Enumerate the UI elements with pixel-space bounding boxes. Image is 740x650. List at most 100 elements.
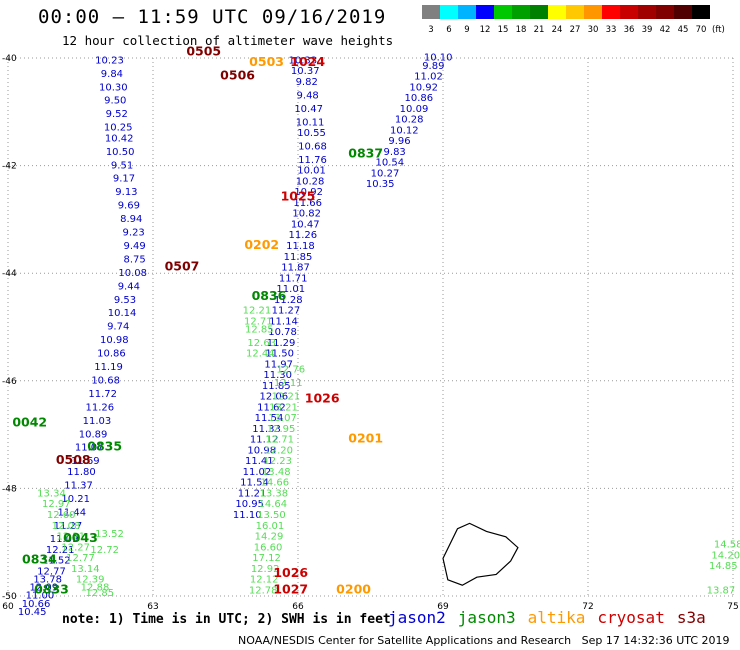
- wave-height-colorbar: 3 6 9 12 15 18 21 24 27 30 33 36 39 42 45 70 (ft): [422, 5, 725, 35]
- colorbar-tick-label: 6: [446, 25, 451, 35]
- colorbar-unit: (ft): [712, 25, 725, 35]
- swh-value-label: 12.06: [260, 392, 289, 403]
- colorbar-swatch: [548, 5, 566, 19]
- colorbar-tick-label: 42: [660, 25, 671, 35]
- swh-value-label: 11.80: [67, 467, 96, 478]
- swh-value-label: 10.89: [79, 429, 108, 440]
- colorbar-tick-label: 12: [480, 25, 491, 35]
- swh-value-label: 12.95: [267, 424, 296, 435]
- swh-value-label: 11.30: [263, 370, 292, 381]
- swh-value-label: 10.55: [297, 128, 326, 139]
- swh-value-label: 10.01: [297, 166, 326, 177]
- swh-value-label: 11.14: [269, 316, 298, 327]
- swh-value-label: 12.09: [29, 583, 58, 594]
- swh-value-label: 11.19: [94, 362, 123, 373]
- pass-time-label: 1025: [281, 189, 316, 204]
- swh-value-label: 11.29: [267, 338, 296, 349]
- swh-value-label: 10.30: [99, 82, 128, 93]
- swh-value-label: 10.14: [108, 308, 137, 319]
- swh-value-label: 16.60: [254, 542, 283, 553]
- island-outline: [442, 522, 519, 586]
- y-tick-label: -48: [2, 484, 17, 494]
- swh-value-label: 14.20: [711, 550, 740, 561]
- colorbar-tick-label: 18: [516, 25, 527, 35]
- swh-value-label: 12.97: [42, 499, 71, 510]
- y-tick-label: -46: [2, 377, 17, 387]
- swh-value-label: 11.07: [75, 443, 104, 454]
- colorbar-swatch: [422, 5, 440, 19]
- pass-time-label: 0505: [186, 43, 221, 58]
- swh-value-label: 11.41: [245, 456, 274, 467]
- swh-value-label: 11.27: [272, 306, 301, 317]
- legend-jason3: jason3: [457, 608, 516, 627]
- swh-value-label: 11.87: [281, 263, 310, 274]
- swh-value-label: 11.33: [252, 424, 281, 435]
- swh-value-label: 10.10: [424, 53, 453, 64]
- swh-value-label: 13.87: [707, 585, 736, 596]
- pass-time-label: 0503: [249, 54, 284, 69]
- swh-value-label: 10.50: [106, 147, 135, 158]
- swh-value-label: 9.53: [114, 295, 136, 306]
- swh-value-label: 11.03: [83, 416, 112, 427]
- swh-value-label: 12.21: [57, 532, 86, 543]
- swh-value-label: 12.21: [46, 545, 75, 556]
- swh-value-label: 13.07: [268, 413, 297, 424]
- colorbar-swatch: [458, 5, 476, 19]
- swh-value-label: 10.27: [371, 168, 400, 179]
- swh-value-label: 9.13: [115, 187, 137, 198]
- colorbar-swatch: [620, 5, 638, 19]
- x-tick-label: 66: [292, 602, 304, 612]
- swh-value-label: 12.76: [276, 365, 305, 376]
- pass-time-label: 0834: [22, 552, 57, 567]
- chart-title: 00:00 – 11:59 UTC 09/16/2019: [38, 6, 387, 28]
- y-tick-label: -50: [2, 592, 17, 602]
- swh-value-label: 13.78: [33, 575, 62, 586]
- colorbar-tick-label: 9: [464, 25, 469, 35]
- swh-value-label: 12.21: [272, 392, 301, 403]
- swh-value-label: 9.49: [124, 241, 146, 252]
- swh-value-label: 10.47: [291, 219, 320, 230]
- pass-time-label: 0042: [12, 415, 47, 430]
- swh-value-label: 10.78: [268, 327, 297, 338]
- swh-value-label: 10.11: [296, 117, 325, 128]
- colorbar-swatch: [656, 5, 674, 19]
- swh-value-label: 9.83: [384, 147, 406, 158]
- swh-value-label: 11.37: [64, 480, 93, 491]
- swh-value-label: 13.38: [260, 488, 289, 499]
- swh-value-label: 10.33: [289, 55, 318, 66]
- pass-time-label: 0837: [348, 146, 383, 161]
- pass-time-label: 0506: [220, 68, 255, 83]
- swh-value-label: 10.98: [247, 445, 276, 456]
- swh-value-label: 11.85: [262, 381, 291, 392]
- swh-value-label: 9.74: [107, 322, 129, 333]
- swh-value-label: 13.52: [95, 529, 124, 540]
- swh-value-label: 10.66: [22, 599, 51, 610]
- swh-value-label: 10.54: [376, 158, 405, 169]
- swh-value-label: 10.98: [100, 335, 129, 346]
- swh-value-label: 10.92: [294, 187, 323, 198]
- swh-value-label: 10.12: [390, 125, 419, 136]
- swh-value-label: 10.35: [366, 179, 395, 190]
- swh-value-label: 8.75: [124, 254, 146, 265]
- pass-time-label: 0836: [252, 288, 287, 303]
- swh-value-label: 13.48: [262, 467, 291, 478]
- swh-value-label: 12.88: [81, 583, 110, 594]
- colorbar-swatch: [638, 5, 656, 19]
- colorbar-tick-label: 45: [678, 25, 689, 35]
- swh-value-label: 13.34: [37, 488, 66, 499]
- colorbar-tick-label: 39: [642, 25, 653, 35]
- swh-value-label: 11.76: [298, 155, 327, 166]
- swh-value-label: 9.69: [118, 201, 140, 212]
- swh-value-label: 10.21: [61, 494, 90, 505]
- swh-value-label: 12.92: [251, 564, 280, 575]
- swh-value-label: 12.63: [247, 338, 276, 349]
- swh-value-label: 12.44: [246, 349, 275, 360]
- swh-value-label: 9.52: [106, 109, 128, 120]
- swh-value-label: 11.52: [42, 556, 71, 567]
- swh-value-label: 13.50: [257, 510, 286, 521]
- swh-value-label: 10.37: [291, 66, 320, 77]
- pass-time-label: 0508: [56, 452, 91, 467]
- colorbar-tick-label: 21: [534, 25, 545, 35]
- colorbar-tick-label: 24: [552, 25, 563, 35]
- swh-value-label: 12.85: [245, 324, 274, 335]
